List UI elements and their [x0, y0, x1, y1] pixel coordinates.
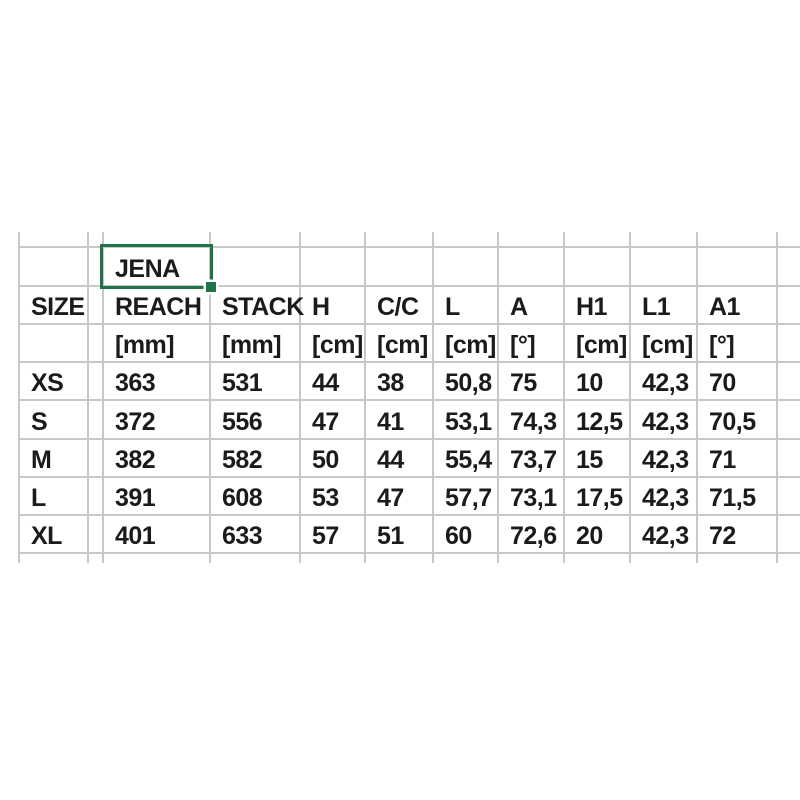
gridline-vertical — [432, 232, 434, 563]
data-cell[interactable]: 71 — [709, 446, 736, 474]
gridline-vertical — [299, 232, 301, 563]
data-cell[interactable]: 556 — [222, 408, 263, 436]
gridline-vertical — [87, 232, 89, 563]
gridline-horizontal — [19, 246, 800, 248]
data-cell[interactable]: 12,5 — [576, 408, 623, 436]
data-cell[interactable]: 372 — [115, 408, 156, 436]
gridline-vertical — [563, 232, 565, 563]
data-cell[interactable]: 17,5 — [576, 484, 623, 512]
unit-cell[interactable]: [cm] — [576, 331, 627, 359]
data-cell[interactable]: 42,3 — [642, 484, 689, 512]
gridline-horizontal — [19, 438, 800, 440]
row-label-cell[interactable]: S — [31, 408, 48, 436]
header-cell[interactable]: L — [445, 293, 460, 321]
data-cell[interactable]: 531 — [222, 369, 263, 397]
header-cell[interactable]: A1 — [709, 293, 740, 321]
data-cell[interactable]: 382 — [115, 446, 156, 474]
data-cell[interactable]: 42,3 — [642, 446, 689, 474]
unit-cell[interactable]: [°] — [510, 331, 536, 359]
gridline-vertical — [209, 232, 211, 563]
data-cell[interactable]: 57 — [312, 522, 339, 550]
data-cell[interactable]: 57,7 — [445, 484, 492, 512]
sheet-cells: JENA SIZE REACH STACK H C/C L A H1 L1 A1… — [19, 247, 777, 553]
data-cell[interactable]: 53 — [312, 484, 339, 512]
data-cell[interactable]: 71,5 — [709, 484, 756, 512]
unit-cell[interactable]: [cm] — [312, 331, 363, 359]
header-cell[interactable]: A — [510, 293, 528, 321]
unit-cell[interactable]: [°] — [709, 331, 735, 359]
gridline-vertical — [497, 232, 499, 563]
selected-cell[interactable]: JENA — [115, 255, 180, 283]
data-cell[interactable]: 55,4 — [445, 446, 492, 474]
data-cell[interactable]: 47 — [377, 484, 404, 512]
data-cell[interactable]: 73,7 — [510, 446, 557, 474]
gridline-horizontal — [19, 552, 800, 554]
row-label-cell[interactable]: XL — [31, 522, 62, 550]
data-cell[interactable]: 363 — [115, 369, 156, 397]
unit-cell[interactable]: [cm] — [642, 331, 693, 359]
gridline-horizontal — [19, 476, 800, 478]
data-cell[interactable]: 75 — [510, 369, 537, 397]
header-cell[interactable]: C/C — [377, 293, 419, 321]
gridline-vertical — [629, 232, 631, 563]
gridline-vertical — [696, 232, 698, 563]
data-cell[interactable]: 73,1 — [510, 484, 557, 512]
data-cell[interactable]: 47 — [312, 408, 339, 436]
data-cell[interactable]: 42,3 — [642, 408, 689, 436]
data-cell[interactable]: 20 — [576, 522, 603, 550]
row-label-cell[interactable]: XS — [31, 369, 64, 397]
data-cell[interactable]: 74,3 — [510, 408, 557, 436]
data-cell[interactable]: 50 — [312, 446, 339, 474]
data-cell[interactable]: 44 — [312, 369, 339, 397]
data-cell[interactable]: 50,8 — [445, 369, 492, 397]
gridline-vertical — [364, 232, 366, 563]
unit-cell[interactable]: [cm] — [445, 331, 496, 359]
gridline-horizontal — [19, 285, 800, 287]
header-cell[interactable]: STACK — [222, 293, 304, 321]
unit-cell[interactable]: [mm] — [222, 331, 282, 359]
data-cell[interactable]: 608 — [222, 484, 263, 512]
data-cell[interactable]: 70 — [709, 369, 736, 397]
data-cell[interactable]: 15 — [576, 446, 603, 474]
data-cell[interactable]: 60 — [445, 522, 472, 550]
gridline-vertical — [18, 232, 20, 563]
data-cell[interactable]: 72,6 — [510, 522, 557, 550]
gridline-vertical — [776, 232, 778, 563]
data-cell[interactable]: 72 — [709, 522, 736, 550]
header-cell[interactable]: REACH — [115, 293, 202, 321]
row-label-cell[interactable]: L — [31, 484, 46, 512]
gridline-horizontal — [19, 399, 800, 401]
data-cell[interactable]: 391 — [115, 484, 156, 512]
header-cell[interactable]: L1 — [642, 293, 671, 321]
data-cell[interactable]: 10 — [576, 369, 603, 397]
fill-handle[interactable] — [206, 282, 216, 292]
data-cell[interactable]: 38 — [377, 369, 404, 397]
gridline-horizontal — [19, 514, 800, 516]
unit-cell[interactable]: [mm] — [115, 331, 175, 359]
data-cell[interactable]: 53,1 — [445, 408, 492, 436]
data-cell[interactable]: 42,3 — [642, 522, 689, 550]
unit-cell[interactable]: [cm] — [377, 331, 428, 359]
header-cell[interactable]: H1 — [576, 293, 607, 321]
gridline-vertical — [102, 232, 104, 563]
gridline-horizontal — [19, 323, 800, 325]
data-cell[interactable]: 70,5 — [709, 408, 756, 436]
gridline-horizontal — [19, 361, 800, 363]
data-cell[interactable]: 401 — [115, 522, 156, 550]
header-cell[interactable]: SIZE — [31, 293, 85, 321]
data-cell[interactable]: 51 — [377, 522, 404, 550]
row-label-cell[interactable]: M — [31, 446, 52, 474]
data-cell[interactable]: 41 — [377, 408, 404, 436]
data-cell[interactable]: 582 — [222, 446, 263, 474]
data-cell[interactable]: 44 — [377, 446, 404, 474]
header-cell[interactable]: H — [312, 293, 330, 321]
data-cell[interactable]: 42,3 — [642, 369, 689, 397]
data-cell[interactable]: 633 — [222, 522, 263, 550]
